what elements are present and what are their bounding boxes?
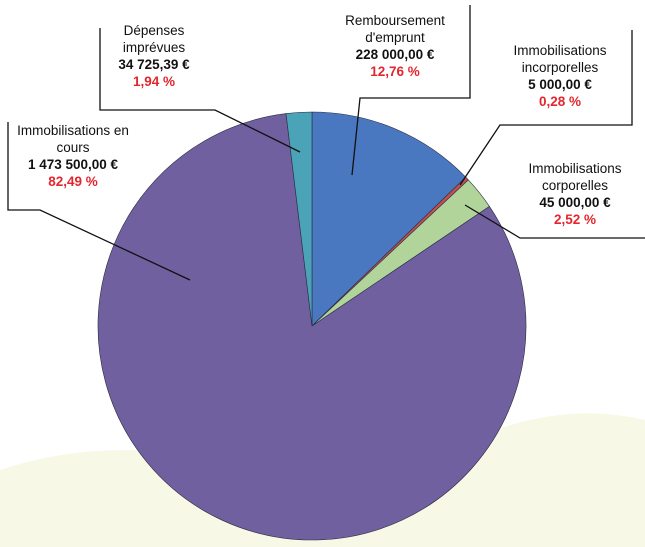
leader-lines (7, 5, 645, 281)
percent-label: 82,49 % (48, 174, 98, 189)
percent-label: 12,76 % (370, 64, 420, 79)
percent-label: 2,52 % (553, 212, 597, 227)
pie-slice (97, 113, 527, 541)
slice-label: Immobilisations corporelles 45 000,00 € 2,… (510, 160, 640, 228)
category-label: Immobilisations incorporelles (513, 43, 607, 75)
pie-slice (285, 111, 313, 327)
amount-label: 45 000,00 € (539, 195, 611, 210)
slice-label: Remboursement d'emprunt 228 000,00 € 12,76… (335, 12, 455, 80)
pie-slice (311, 111, 467, 327)
leader-line (351, 5, 471, 176)
category-label: Immobilisations corporelles (528, 161, 622, 193)
leader-line (99, 28, 301, 153)
category-label: Dépenses imprévues (122, 23, 186, 55)
amount-label: 228 000,00 € (355, 47, 435, 62)
amount-label: 1 473 500,00 € (27, 157, 119, 172)
percent-label: 0,28 % (538, 94, 582, 109)
category-label: Immobilisations en cours (17, 123, 129, 155)
percent-label: 1,94 % (132, 74, 176, 89)
leader-line (7, 122, 191, 281)
amount-label: 34 725,39 € (118, 57, 190, 72)
slices (97, 111, 527, 541)
slice-label: Immobilisations en cours 1 473 500,00 € 82… (8, 122, 138, 190)
category-label: Remboursement d'emprunt (345, 13, 445, 45)
slice-label: Dépenses imprévues 34 725,39 € 1,94 % (108, 22, 200, 90)
leader-line (459, 30, 633, 186)
slice-label: Immobilisations incorporelles 5 000,00 € 0… (495, 42, 625, 110)
leader-line (464, 204, 645, 239)
amount-label: 5 000,00 € (528, 77, 592, 92)
